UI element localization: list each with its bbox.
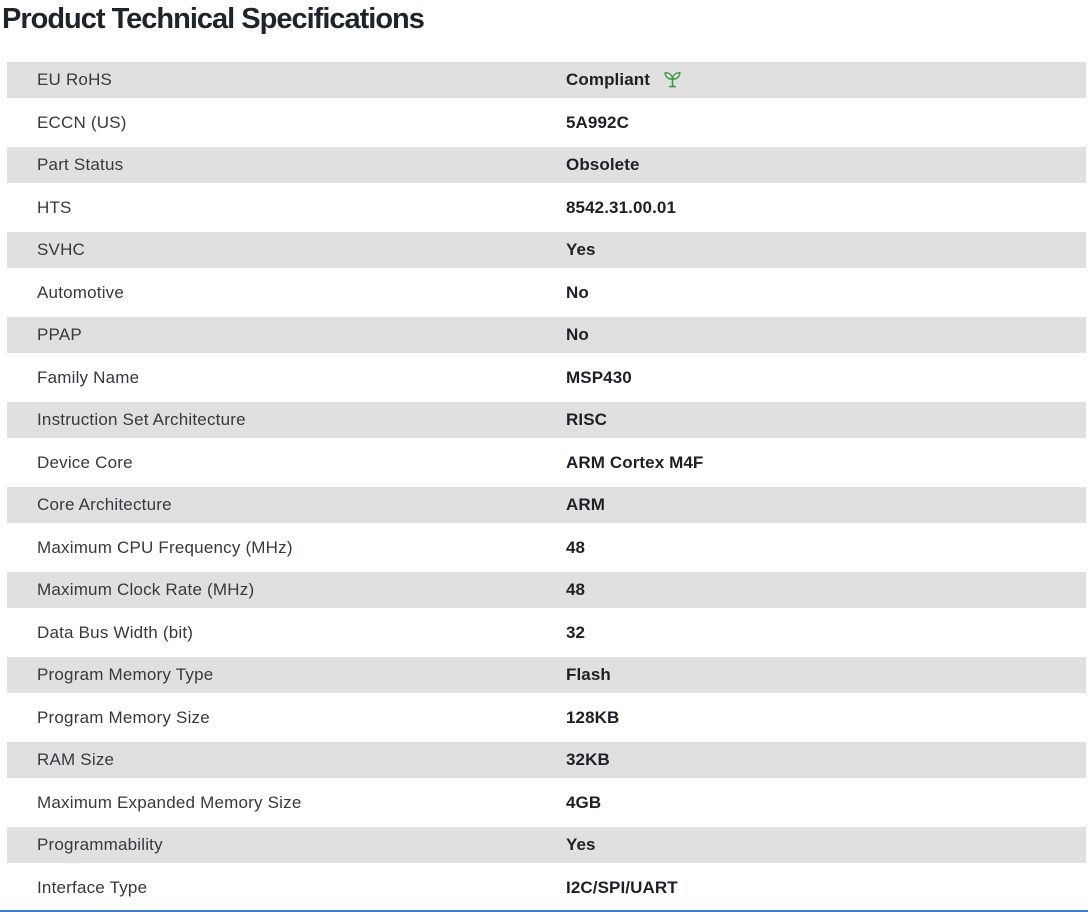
spec-value: ARM Cortex M4F (566, 445, 703, 481)
spec-value-text: 32 (566, 622, 586, 642)
spec-value: Compliant (566, 62, 683, 98)
spec-value: Flash (566, 657, 611, 693)
table-row: Programmability Yes (7, 827, 1086, 863)
spec-value-text: RISC (566, 410, 608, 429)
spec-value-text: 4GB (566, 792, 602, 812)
spec-value: I2C/SPI/UART (566, 870, 678, 906)
table-row: Family Name MSP430 (7, 359, 1086, 396)
spec-label: Program Memory Type (37, 665, 214, 684)
spec-value: 48 (566, 530, 585, 566)
spec-label: Interface Type (37, 877, 148, 897)
table-row: Data Bus Width (bit) 32 (7, 614, 1086, 651)
table-row: Maximum Expanded Memory Size 4GB (7, 784, 1086, 821)
spec-label: Device Core (37, 452, 133, 472)
spec-value-text: 5A992C (566, 112, 629, 132)
spec-value-text: ARM (566, 495, 606, 514)
spec-label: SVHC (37, 240, 86, 259)
table-row: Program Memory Size 128KB (7, 699, 1086, 736)
spec-table: EU RoHS Compliant ECCN (US) 5A992C Part … (7, 62, 1086, 906)
table-row: Device Core ARM Cortex M4F (7, 444, 1086, 481)
spec-value: Yes (566, 827, 596, 863)
spec-label: Core Architecture (37, 495, 172, 514)
page-title: Product Technical Specifications (2, 3, 425, 35)
spec-value: 8542.31.00.01 (566, 190, 676, 226)
spec-value-text: Flash (566, 665, 611, 684)
spec-value: 4GB (566, 785, 601, 821)
spec-label: Maximum Expanded Memory Size (37, 792, 302, 812)
spec-value: 32KB (566, 742, 610, 778)
table-row: Instruction Set Architecture RISC (7, 402, 1086, 438)
spec-label: ECCN (US) (37, 112, 127, 132)
table-row: Automotive No (7, 274, 1086, 311)
table-row: Core Architecture ARM (7, 487, 1086, 523)
table-row: Interface Type I2C/SPI/UART (7, 869, 1086, 906)
spec-label: Data Bus Width (bit) (37, 622, 194, 642)
spec-label: Program Memory Size (37, 707, 210, 727)
spec-value: 5A992C (566, 105, 629, 141)
spec-value-text: No (566, 282, 589, 302)
spec-value-text: 48 (566, 537, 586, 557)
spec-value-text: Obsolete (566, 155, 640, 174)
spec-label: Instruction Set Architecture (37, 410, 246, 429)
spec-value-text: No (566, 325, 589, 344)
spec-label: Part Status (37, 155, 124, 174)
rohs-leaf-icon[interactable] (662, 71, 683, 89)
table-row: Maximum CPU Frequency (MHz) 48 (7, 529, 1086, 566)
table-row: EU RoHS Compliant (7, 62, 1086, 98)
table-row: Maximum Clock Rate (MHz) 48 (7, 572, 1086, 608)
spec-value: RISC (566, 402, 607, 438)
spec-value: ARM (566, 487, 605, 523)
spec-value: 128KB (566, 700, 619, 736)
spec-value-text: 32KB (566, 750, 610, 769)
spec-value-text: 48 (566, 580, 586, 599)
spec-value-text: 8542.31.00.01 (566, 197, 677, 217)
table-row: SVHC Yes (7, 232, 1086, 268)
spec-label: PPAP (37, 325, 82, 344)
spec-value: Obsolete (566, 147, 640, 183)
spec-value: Yes (566, 232, 596, 268)
spec-label: Maximum CPU Frequency (MHz) (37, 537, 293, 557)
spec-label: Programmability (37, 835, 163, 854)
spec-label: HTS (37, 197, 72, 217)
table-row: HTS 8542.31.00.01 (7, 189, 1086, 226)
spec-label: EU RoHS (37, 70, 113, 89)
spec-value-text: ARM Cortex M4F (566, 452, 704, 472)
spec-label: Automotive (37, 282, 125, 302)
table-row: Part Status Obsolete (7, 147, 1086, 183)
table-row: RAM Size 32KB (7, 742, 1086, 778)
table-row: PPAP No (7, 317, 1086, 353)
spec-value-text: Yes (566, 835, 596, 854)
spec-value-text: 128KB (566, 707, 620, 727)
spec-label: RAM Size (37, 750, 115, 769)
spec-value: No (566, 317, 589, 353)
table-row: Program Memory Type Flash (7, 657, 1086, 693)
spec-label: Family Name (37, 367, 140, 387)
spec-label: Maximum Clock Rate (MHz) (37, 580, 255, 599)
table-row: ECCN (US) 5A992C (7, 104, 1086, 141)
spec-value-text: MSP430 (566, 367, 632, 387)
spec-value-text: Compliant (566, 70, 651, 89)
spec-value-text: I2C/SPI/UART (566, 877, 678, 897)
spec-value-text: Yes (566, 240, 596, 259)
spec-value: 32 (566, 615, 585, 651)
spec-value: MSP430 (566, 360, 632, 396)
spec-value: No (566, 275, 589, 311)
spec-value: 48 (566, 572, 585, 608)
